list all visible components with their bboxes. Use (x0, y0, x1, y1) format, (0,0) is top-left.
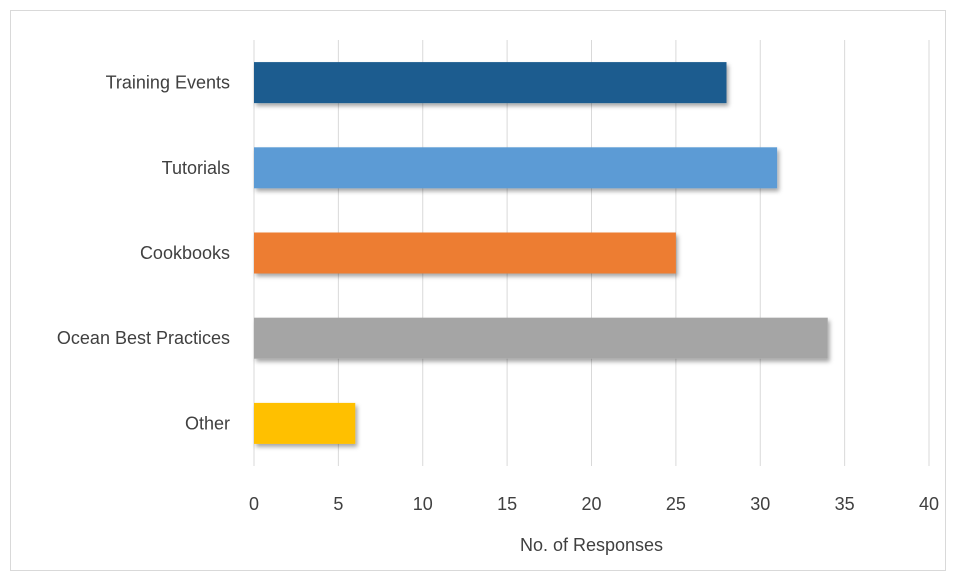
x-tick-label: 5 (333, 494, 343, 514)
x-tick-label: 15 (497, 494, 517, 514)
category-label: Ocean Best Practices (57, 328, 230, 348)
bar-ocean-best-practices (254, 317, 828, 359)
category-label: Other (185, 413, 230, 433)
bar-tutorials (254, 147, 778, 189)
x-tick-labels: 0 5 10 15 20 25 30 35 40 (249, 494, 939, 514)
category-labels: Training Events Tutorials Cookbooks Ocean B… (57, 73, 230, 434)
x-tick-label: 35 (835, 494, 855, 514)
x-tick-label: 30 (750, 494, 770, 514)
x-tick-label: 10 (413, 494, 433, 514)
x-tick-label: 25 (666, 494, 686, 514)
category-label: Tutorials (162, 158, 230, 178)
bar-cookbooks (254, 232, 676, 274)
category-label: Training Events (106, 73, 230, 93)
x-tick-label: 0 (249, 494, 259, 514)
bar-other (254, 402, 356, 444)
category-label: Cookbooks (140, 243, 230, 263)
x-tick-label: 20 (581, 494, 601, 514)
bars (254, 62, 828, 444)
bar-training-events (254, 62, 727, 104)
x-tick-label: 40 (919, 494, 939, 514)
chart-frame (10, 10, 946, 571)
x-axis-title: No. of Responses (520, 535, 663, 555)
